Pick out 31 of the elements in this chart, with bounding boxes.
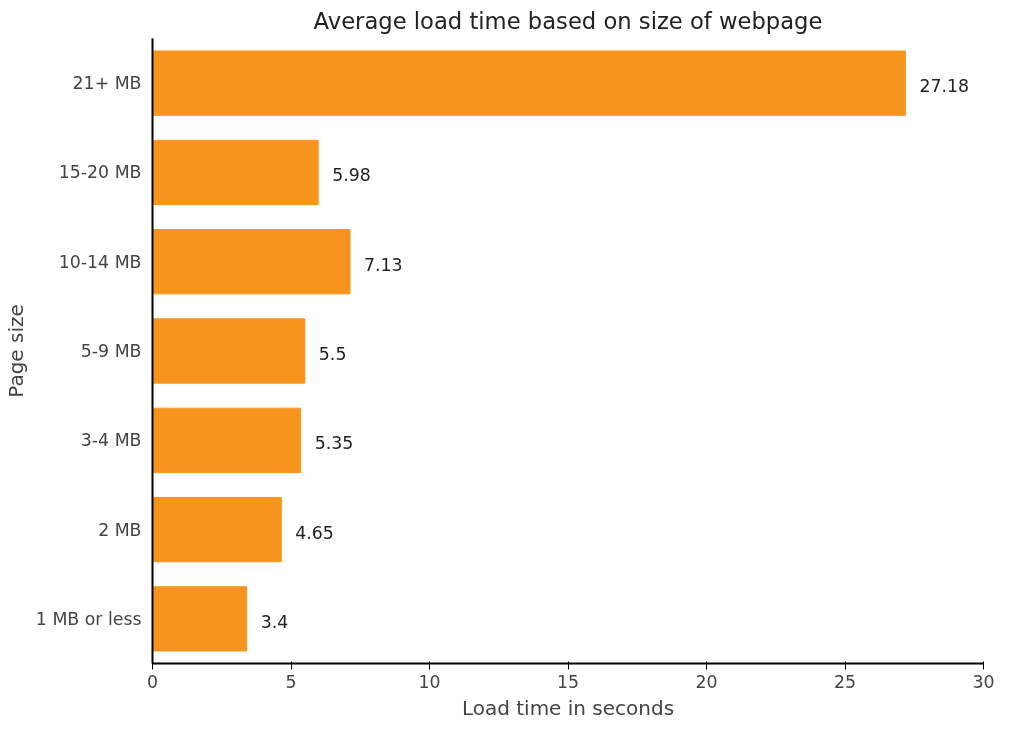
bar [152,318,306,384]
data-label: 3.4 [260,611,289,632]
x-tick-label: 15 [556,671,580,692]
x-tick-label: 30 [972,671,995,692]
y-tick-label: 10-14 MB [58,251,142,272]
y-tick-label: 21+ MB [72,73,142,94]
y-tick-label: 5-9 MB [80,341,142,361]
y-tick-label: 1 MB or less [35,608,142,629]
bar [152,586,248,652]
bar [152,407,302,473]
chart-title: Average load time based on size of webpage [313,7,823,34]
data-label: 4.65 [295,522,334,543]
y-axis-title: Page size [3,304,28,398]
x-tick-label: 5 [285,671,297,692]
data-label: 5.35 [314,433,354,454]
bar [152,139,319,206]
y-tick-label: 2 MB [98,519,142,540]
x-tick-label: 10 [418,671,441,692]
x-tick-label: 25 [833,671,857,692]
data-label: 5.5 [318,344,347,364]
x-axis-title: Load time in seconds [461,695,675,720]
x-tick-label: 0 [146,671,159,692]
bar [152,229,351,295]
bar [152,496,282,563]
x-tick-label: 20 [695,671,718,692]
data-label: 27.18 [919,76,969,97]
data-label: 7.13 [364,254,403,275]
y-tick-label: 15-20 MB [58,162,142,183]
y-tick-label: 3-4 MB [80,430,142,451]
bar [152,50,906,116]
data-label: 5.98 [332,165,371,186]
